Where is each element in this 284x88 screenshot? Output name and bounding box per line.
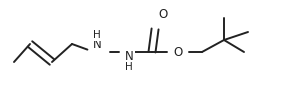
- Text: N: N: [125, 51, 133, 64]
- Text: H: H: [125, 62, 133, 72]
- Text: N: N: [93, 37, 101, 51]
- Text: H: H: [93, 30, 101, 40]
- Text: O: O: [173, 45, 183, 59]
- Text: O: O: [158, 7, 168, 21]
